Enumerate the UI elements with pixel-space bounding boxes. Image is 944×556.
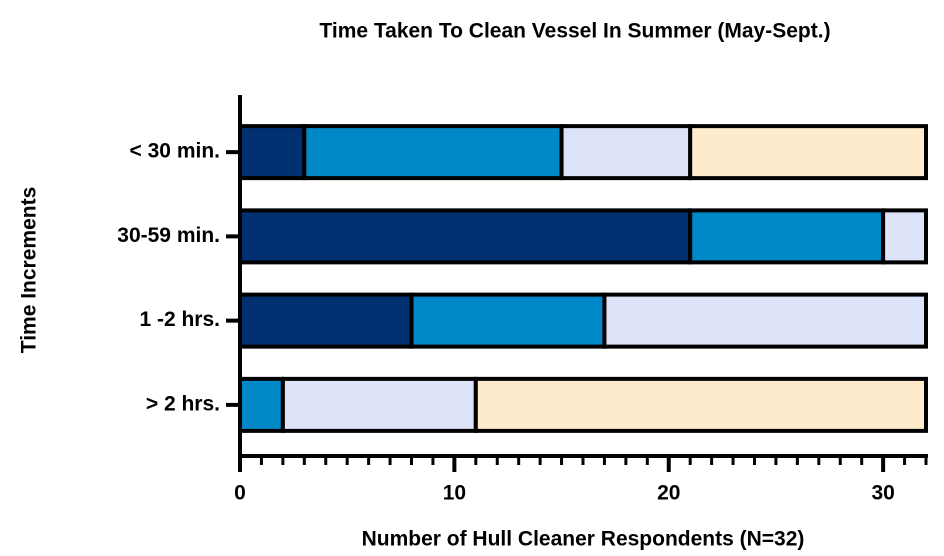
bar-segment bbox=[409, 292, 607, 349]
bar-segment bbox=[559, 124, 693, 181]
bar-segment bbox=[238, 292, 414, 349]
bar-segment bbox=[473, 376, 928, 433]
bar-segment bbox=[302, 124, 564, 181]
bar-segment bbox=[881, 208, 928, 265]
x-tick-label: 10 bbox=[443, 482, 466, 505]
y-tick-label: > 2 hrs. bbox=[146, 392, 220, 415]
x-axis-title: Number of Hull Cleaner Respondents (N=32… bbox=[362, 528, 805, 551]
bar-segment bbox=[238, 124, 307, 181]
y-tick-label: 1 -2 hrs. bbox=[139, 308, 220, 331]
chart-title: Time Taken To Clean Vessel In Summer (Ma… bbox=[319, 20, 830, 43]
x-tick-label: 30 bbox=[871, 482, 894, 505]
y-tick-label: 30-59 min. bbox=[117, 224, 220, 247]
x-tick-label: 0 bbox=[234, 482, 246, 505]
y-tick-label: < 30 min. bbox=[130, 140, 220, 163]
bar-segment bbox=[688, 124, 928, 181]
bar-segment bbox=[602, 292, 928, 349]
y-axis-title: Time Increments bbox=[18, 187, 41, 354]
bar-segment bbox=[238, 376, 285, 433]
bar-segment bbox=[280, 376, 478, 433]
bar-segment bbox=[238, 208, 693, 265]
x-tick-label: 20 bbox=[657, 482, 680, 505]
bar-segment bbox=[688, 208, 886, 265]
